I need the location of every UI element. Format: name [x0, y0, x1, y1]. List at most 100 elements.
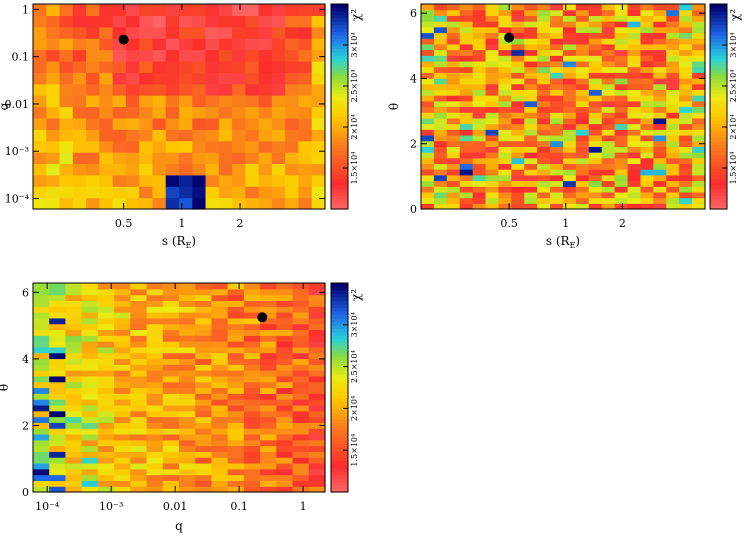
- colorbar-swatch: [331, 432, 348, 437]
- heatmap-cell: [192, 26, 207, 39]
- heatmap-cell: [232, 72, 246, 85]
- heatmap-cell: [550, 4, 564, 11]
- heatmap-cell: [298, 49, 313, 62]
- heatmap-cell: [211, 439, 229, 447]
- colorbar-swatch: [710, 65, 727, 70]
- heatmap-cell: [46, 140, 61, 153]
- heatmap-cell: [550, 186, 564, 193]
- heatmap-cell: [614, 15, 629, 22]
- colorbar-swatch: [331, 130, 348, 135]
- heatmap-cell: [692, 15, 706, 22]
- heatmap-cell: [86, 15, 100, 28]
- heatmap-cell: [614, 100, 629, 108]
- heatmap-cell: [152, 174, 167, 187]
- heatmap-cell: [537, 203, 551, 210]
- heatmap-cell: [179, 480, 196, 487]
- heatmap-cell: [195, 346, 213, 354]
- heatmap-cell: [211, 300, 229, 307]
- heatmap-cell: [179, 445, 196, 452]
- heatmap-cell: [285, 60, 300, 73]
- heatmap-cell: [152, 106, 167, 119]
- heatmap-cell: [640, 191, 654, 199]
- heatmap-cell: [550, 123, 564, 130]
- heatmap-cell: [292, 416, 310, 423]
- heatmap-cell: [130, 410, 148, 418]
- heatmap-cell: [227, 381, 245, 389]
- heatmap-cell: [563, 66, 577, 73]
- heatmap-cell: [227, 428, 245, 435]
- heatmap-cell: [114, 306, 131, 313]
- heatmap-cell: [152, 152, 167, 165]
- heatmap-cell: [260, 428, 277, 435]
- heatmap-cell: [114, 317, 131, 325]
- heatmap-cell: [65, 312, 83, 319]
- heatmap-cell: [125, 83, 140, 96]
- heatmap-cell: [614, 106, 629, 113]
- x-axis-label: s (RE): [162, 234, 196, 250]
- heatmap-cell: [211, 375, 229, 383]
- heatmap-cell: [211, 364, 229, 371]
- heatmap-cell: [258, 197, 273, 210]
- heatmap-cell: [537, 191, 551, 199]
- heatmap-cell: [614, 163, 629, 170]
- heatmap-cell: [653, 78, 667, 85]
- heatmap-cell: [459, 152, 474, 159]
- heatmap-cell: [666, 134, 680, 142]
- heatmap-cell: [276, 323, 294, 331]
- heatmap-cell: [588, 197, 603, 204]
- heatmap-cell: [130, 480, 148, 487]
- heatmap-cell: [446, 9, 461, 16]
- heatmap-cell: [433, 174, 448, 182]
- heatmap-cell: [146, 468, 164, 476]
- heatmap-cell: [130, 352, 148, 360]
- heatmap-cell: [692, 32, 706, 39]
- heatmap-cell: [640, 72, 654, 79]
- heatmap-cell: [99, 26, 114, 39]
- colorbar-swatch: [331, 352, 348, 357]
- heatmap-cell: [588, 169, 603, 176]
- heatmap-cell: [653, 174, 667, 182]
- heatmap-cell: [81, 312, 99, 319]
- heatmap-cell: [563, 180, 577, 187]
- colorbar-swatch: [710, 45, 727, 50]
- colorbar-swatch: [331, 467, 348, 472]
- heatmap-cell: [271, 129, 286, 142]
- heatmap-cell: [550, 106, 564, 113]
- heatmap-cell: [433, 49, 448, 56]
- heatmap-cell: [588, 26, 603, 34]
- colorbar-swatch: [331, 338, 348, 343]
- heatmap-cell: [227, 462, 245, 470]
- heatmap-cell: [276, 451, 294, 458]
- colorbar-label: χ²: [728, 9, 742, 21]
- heatmap-cell: [86, 186, 100, 199]
- heatmap-cell: [165, 129, 180, 142]
- heatmap-cell: [130, 451, 148, 458]
- colorbar-swatch: [331, 7, 348, 12]
- heatmap-cell: [205, 95, 220, 108]
- heatmap-cell: [260, 335, 277, 342]
- heatmap-cell: [271, 140, 286, 153]
- heatmap-cell: [49, 393, 67, 400]
- heatmap-cell: [653, 157, 667, 165]
- heatmap-cell: [33, 15, 47, 28]
- heatmap-cell: [498, 146, 512, 153]
- heatmap-cell: [86, 106, 100, 119]
- heatmap-cell: [49, 474, 67, 481]
- heatmap-cell: [524, 163, 538, 170]
- heatmap-cell: [563, 191, 577, 199]
- heatmap-cell: [130, 283, 148, 290]
- heatmap-cell: [97, 358, 115, 365]
- heatmap-cell: [679, 203, 693, 210]
- heatmap-cell: [563, 89, 577, 96]
- heatmap-cell: [86, 83, 100, 96]
- heatmap-cell: [195, 433, 213, 441]
- heatmap-cell: [162, 352, 180, 360]
- heatmap-cell: [276, 387, 294, 394]
- heatmap-cell: [114, 404, 131, 412]
- heatmap-cell: [692, 191, 706, 199]
- heatmap-cell: [162, 486, 180, 493]
- heatmap-cell: [298, 186, 313, 199]
- colorbar-swatch: [331, 202, 348, 207]
- heatmap-cell: [308, 439, 326, 447]
- heatmap-cell: [192, 174, 207, 187]
